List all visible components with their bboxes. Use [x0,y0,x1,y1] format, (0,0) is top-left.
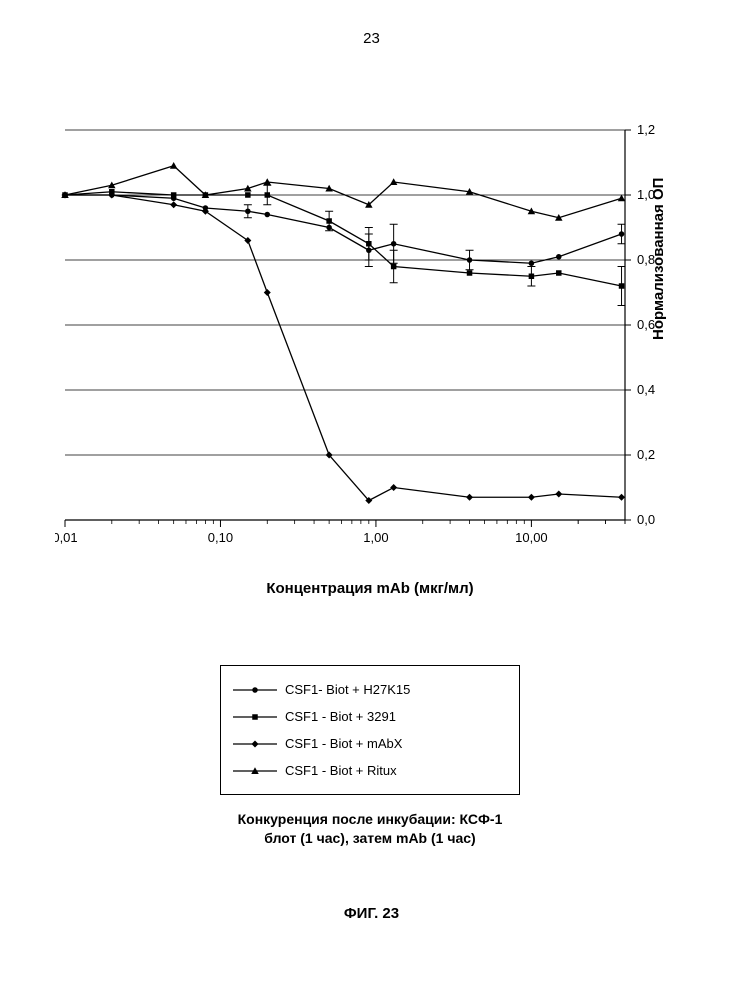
y-axis-label: Нормализованная ОП [650,178,667,340]
svg-text:0,10: 0,10 [208,530,233,545]
legend-swatch [233,764,277,778]
svg-text:1,2: 1,2 [637,122,655,137]
legend-label: CSF1 - Biot + mAbX [285,736,402,751]
caption-line-2: блот (1 час), затем mAb (1 час) [264,830,475,846]
svg-text:10,00: 10,00 [515,530,548,545]
figure-label: ФИГ. 23 [0,905,743,922]
legend: CSF1- Biot + H27K15 CSF1 - Biot + 3291 CSF… [220,665,520,795]
x-axis-label: Концентрация mAb (мкг/мл) [55,580,685,597]
legend-item: CSF1 - Biot + mAbX [233,730,507,757]
svg-text:0,0: 0,0 [637,512,655,527]
page: 23 0,00,20,40,60,81,01,20,010,101,0010,0… [0,0,743,1000]
legend-item: CSF1 - Biot + Ritux [233,757,507,784]
legend-swatch [233,737,277,751]
legend-item: CSF1 - Biot + 3291 [233,703,507,730]
chart: 0,00,20,40,60,81,01,20,010,101,0010,00 [55,120,685,570]
svg-text:0,2: 0,2 [637,447,655,462]
legend-label: CSF1- Biot + H27K15 [285,682,410,697]
page-number: 23 [0,30,743,47]
legend-label: CSF1 - Biot + 3291 [285,709,396,724]
svg-text:1,00: 1,00 [363,530,388,545]
legend-label: CSF1 - Biot + Ritux [285,763,397,778]
legend-swatch [233,683,277,697]
svg-text:0,01: 0,01 [55,530,78,545]
svg-text:0,4: 0,4 [637,382,655,397]
legend-item: CSF1- Biot + H27K15 [233,676,507,703]
chart-svg: 0,00,20,40,60,81,01,20,010,101,0010,00 [55,120,685,570]
caption-line-1: Конкуренция после инкубации: КСФ-1 [238,811,503,827]
caption: Конкуренция после инкубации: КСФ-1 блот … [170,810,570,848]
legend-swatch [233,710,277,724]
